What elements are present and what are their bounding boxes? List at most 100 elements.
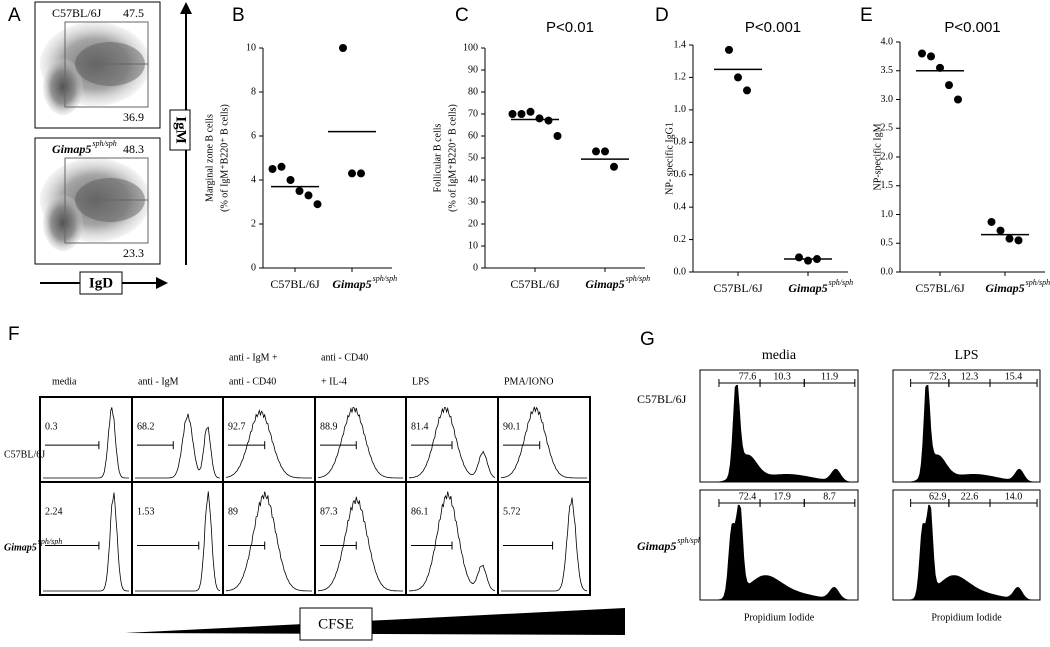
histogram	[700, 385, 858, 482]
gate-value: 36.9	[123, 110, 144, 124]
label: C57BL/6J	[4, 449, 45, 460]
gate-value: 15.4	[1005, 371, 1023, 382]
gate-value: 22.6	[961, 491, 979, 502]
y-tick-label: 3.5	[881, 65, 894, 76]
y-tick-label: 70	[468, 108, 478, 119]
data-point	[268, 165, 277, 173]
column-header: + IL-4	[321, 376, 347, 387]
data-point	[743, 86, 751, 95]
label: Gimap5	[4, 542, 37, 553]
y-axis-label: (% of IgM⁺B220⁺ B cells)	[447, 104, 458, 212]
label: C57BL/6J	[510, 277, 560, 291]
y-tick-label: 1.5	[881, 180, 894, 191]
y-axis-label: Marginal zone B cells	[204, 114, 215, 202]
label: C57BL/6J	[915, 281, 965, 295]
gate-value: 92.7	[228, 421, 246, 432]
histogram	[409, 406, 496, 479]
y-tick-label: 3.0	[881, 94, 894, 105]
cfse-wedge	[125, 608, 625, 635]
label-superscript: sph/sph	[1026, 278, 1050, 287]
gate-value: 2.24	[45, 506, 63, 517]
label: Gimap5	[985, 281, 1024, 295]
data-point	[1014, 236, 1023, 245]
histogram	[43, 492, 129, 592]
y-tick-label: 0.6	[674, 169, 687, 180]
gate-value: 8.7	[823, 491, 836, 502]
y-tick-label: 0.4	[674, 201, 687, 212]
y-tick-label: 4	[251, 174, 256, 185]
gate-value: 11.9	[821, 371, 838, 382]
y-tick-label: 1.4	[674, 39, 687, 50]
data-point	[945, 81, 953, 90]
data-point	[357, 169, 365, 178]
y-tick-label: 2	[251, 218, 256, 229]
y-tick-label: 90	[468, 64, 478, 75]
data-point	[277, 162, 286, 171]
chart-title: P<0.001	[745, 19, 801, 36]
label-superscript: sph/sph	[626, 274, 650, 283]
plot-frame	[699, 369, 859, 483]
y-tick-label: 0	[251, 262, 256, 273]
data-point	[996, 226, 1005, 235]
data-point	[313, 200, 322, 209]
data-point	[535, 114, 544, 123]
histogram	[700, 504, 858, 600]
y-tick-label: 50	[468, 152, 478, 163]
label: C57BL/6J	[52, 6, 102, 20]
y-tick-label: 0.8	[674, 137, 687, 148]
data-point	[795, 253, 803, 262]
gate-value: 5.72	[503, 506, 521, 517]
label: C57BL/6J	[713, 281, 763, 295]
gate-value: 48.3	[123, 142, 144, 156]
histogram	[135, 413, 221, 479]
y-axis-label: NP- specific IgG1	[664, 122, 675, 195]
gate-value: 47.5	[123, 6, 144, 20]
panel-letter: G	[640, 329, 655, 350]
y-tick-label: 1.0	[881, 209, 894, 220]
density	[43, 59, 83, 115]
label-superscript: sph/sph	[38, 537, 62, 546]
gate-value: 87.3	[320, 506, 338, 517]
data-point	[339, 44, 347, 52]
histogram	[135, 491, 221, 592]
label: Gimap5	[52, 142, 91, 156]
panel-letter: F	[8, 324, 20, 345]
data-point	[553, 132, 562, 140]
arrow-head	[156, 277, 168, 289]
arrow-head	[180, 2, 192, 14]
data-point	[348, 169, 356, 178]
data-point	[918, 49, 926, 58]
gate-value: 1.53	[137, 506, 155, 517]
label: Gimap5	[637, 539, 676, 553]
label: Gimap5	[585, 277, 624, 291]
data-point	[734, 73, 742, 82]
y-tick-label: 30	[468, 196, 478, 207]
y-tick-label: 0.2	[674, 234, 687, 245]
y-tick-label: 80	[468, 86, 478, 97]
panel-letter: E	[860, 5, 873, 26]
column-header: media	[762, 348, 797, 363]
chart-title: P<0.01	[546, 19, 594, 36]
y-tick-label: 10	[246, 42, 256, 53]
gate-value: 86.1	[411, 506, 429, 517]
y-tick-label: 60	[468, 130, 478, 141]
data-point	[725, 45, 733, 54]
x-axis-label: CFSE	[318, 616, 354, 632]
label: C57BL/6J	[637, 392, 687, 406]
x-axis-label: IgD	[89, 275, 113, 291]
gate-value: 81.4	[411, 421, 429, 432]
x-axis-label: Propidium Iodide	[931, 612, 1002, 623]
density	[43, 195, 83, 251]
axis-label-box	[169, 109, 191, 151]
label-superscript: sph/sph	[829, 278, 853, 287]
y-tick-label: 10	[468, 240, 478, 251]
label-superscript: sph/sph	[92, 139, 116, 148]
y-tick-label: 20	[468, 218, 478, 229]
label: C57BL/6J	[270, 277, 320, 291]
histogram	[225, 408, 312, 479]
column-header: anti - CD40	[321, 352, 368, 363]
data-point	[286, 176, 295, 184]
column-header: anti - IgM	[138, 376, 179, 387]
gate-value: 68.2	[137, 421, 155, 432]
